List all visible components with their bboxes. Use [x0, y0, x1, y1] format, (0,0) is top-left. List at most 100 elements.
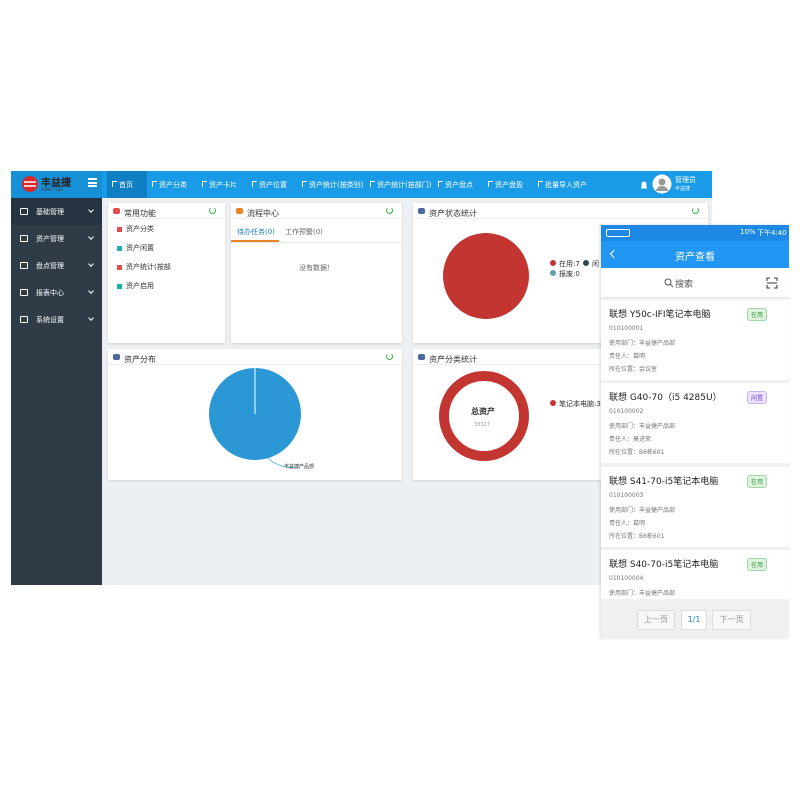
tabs-line [231, 242, 402, 243]
refresh-icon[interactable] [386, 207, 393, 214]
sidebar-label: 系统设置 [36, 316, 64, 324]
nav-flag [202, 181, 207, 187]
asset-person: 责任人：葛明 [609, 353, 646, 360]
nav-label: 资产卡片 [209, 181, 237, 189]
nav-item[interactable]: 资产盘盈 [483, 171, 533, 198]
sidebar-item[interactable]: 资产管理 [11, 225, 102, 252]
distribution-pie [209, 368, 301, 469]
status-bar: 10% 下午4:40 [601, 225, 789, 241]
nav-label: 资产盘盈 [495, 181, 523, 189]
quick-link[interactable]: 资产分类 [126, 225, 154, 233]
category-donut [439, 371, 529, 461]
state-badge: 在用 [747, 558, 768, 571]
status-pie [443, 233, 529, 319]
flow-tab[interactable]: 工作预警(0) [285, 228, 323, 236]
asset-dept: 使用部门：丰益捷产品部 [609, 507, 676, 514]
asset-location: 所在位置：B6栋601 [609, 533, 665, 540]
refresh-icon[interactable] [692, 207, 699, 214]
nav-label: 首页 [119, 181, 133, 189]
sidebar-item[interactable]: 报表中心 [11, 279, 102, 306]
pager-button[interactable]: 上一页 [637, 610, 675, 630]
logo: 丰益捷 FENG YI JIE [11, 171, 102, 198]
nav-item[interactable]: 首页 [107, 171, 147, 198]
sidebar-label: 盘点管理 [36, 262, 64, 270]
search-icon [664, 278, 674, 288]
sidebar-label: 资产管理 [36, 235, 64, 243]
avatar [652, 174, 672, 194]
sidebar: 基础管理资产管理盘点管理报表中心系统设置 [11, 198, 102, 585]
nav-flag [112, 181, 117, 187]
asset-name: 联想 G40-70（i5 4285U） [609, 393, 722, 403]
quick-link[interactable]: 资产启用 [126, 282, 154, 290]
refresh-icon[interactable] [209, 207, 216, 214]
state-badge: 在用 [747, 475, 768, 488]
nav-label: 资产统计(按类别) [309, 181, 364, 189]
sidebar-arrow [88, 261, 94, 267]
nav-item[interactable]: 资产盘点 [433, 171, 483, 198]
asset-card[interactable]: 联想 G40-70（i5 4285U） 闲置 010100002 使用部门：丰益捷产品… [601, 383, 789, 463]
quick-flag [117, 227, 122, 232]
asset-card[interactable]: 联想 Y50c-IFI笔记本电脑 在用 010100001 使用部门：丰益捷产品部 责任… [601, 300, 789, 380]
asset-code: 010100002 [609, 408, 644, 415]
nav-item[interactable]: 资产分类 [147, 171, 197, 198]
nav-flag [538, 181, 543, 187]
sidebar-item[interactable]: 盘点管理 [11, 252, 102, 279]
nav-label: 资产位置 [259, 181, 287, 189]
panel-header: 常用功能 [108, 203, 225, 219]
quick-link[interactable]: 资产闲置 [126, 244, 154, 252]
asset-card[interactable]: 联想 S41-70-i5笔记本电脑 在用 010100003 使用部门：丰益捷产品部责… [601, 467, 789, 547]
sidebar-arrow [88, 207, 94, 213]
menu-toggle[interactable] [88, 178, 97, 187]
logo-icon [22, 176, 38, 192]
panel-header: 流程中心 [231, 203, 402, 219]
app-title: 资产查看 [675, 252, 715, 263]
panel-icon [418, 208, 425, 214]
empty-text: 没有数据！ [299, 264, 334, 272]
panel-icon [113, 354, 120, 360]
legend-dot [550, 400, 556, 406]
flow-tab[interactable]: 待办任务(0) [237, 228, 275, 236]
nav-label: 批量导入资产 [545, 181, 587, 189]
pager-button[interactable]: 下一页 [712, 610, 751, 630]
donut-center: 总资产 [471, 407, 495, 416]
panel-header: 资产状态统计 [413, 203, 708, 219]
legend-dot [550, 270, 556, 276]
panel-title: 常用功能 [124, 209, 156, 218]
state-badge: 在用 [747, 308, 768, 321]
pie-label: 丰益捷产品部 [284, 464, 315, 470]
sidebar-item[interactable]: 基础管理 [11, 198, 102, 225]
bell-icon [641, 181, 647, 189]
panel-title: 流程中心 [247, 209, 279, 218]
user-name[interactable]: 管理员 [675, 176, 696, 184]
user-dept: 丰益捷 [675, 186, 691, 192]
pager-button[interactable]: 1/1 [681, 610, 707, 630]
asset-code: 010100001 [609, 325, 644, 332]
search-input[interactable]: 搜索 [675, 280, 694, 290]
sidebar-item[interactable]: 系统设置 [11, 306, 102, 333]
nav-item[interactable]: 资产统计(按类别) [297, 171, 365, 198]
legend-label: 笔记本电脑:3 [559, 400, 601, 408]
sidebar-icon [20, 208, 28, 215]
sidebar-icon [20, 289, 28, 296]
asset-dept: 使用部门：丰益捷产品部 [609, 590, 676, 597]
nav-item[interactable]: 资产卡片 [197, 171, 247, 198]
pager: 上一页 1/1 下一页 [601, 599, 789, 638]
asset-location: 所在位置：会议室 [609, 366, 658, 373]
nav-flag [370, 181, 375, 187]
quick-flag [117, 246, 122, 251]
refresh-icon[interactable] [386, 353, 393, 360]
quick-link[interactable]: 资产统计(按部 [126, 263, 171, 271]
tab-active [231, 220, 279, 242]
panel-header: 资产分布 [108, 349, 402, 365]
sidebar-icon [20, 235, 28, 242]
nav-item[interactable]: 资产位置 [247, 171, 297, 198]
nav-item[interactable]: 批量导入资产 [533, 171, 595, 198]
asset-code: 010100004 [609, 575, 644, 582]
state-badge: 闲置 [747, 391, 768, 404]
nav-item[interactable]: 资产统计(按部门) [365, 171, 433, 198]
nav-flag [252, 181, 257, 187]
asset-location: 所在位置：B6栋601 [609, 449, 665, 456]
panel-icon [113, 208, 120, 214]
logo-sub: FENG YI JIE [41, 187, 63, 192]
